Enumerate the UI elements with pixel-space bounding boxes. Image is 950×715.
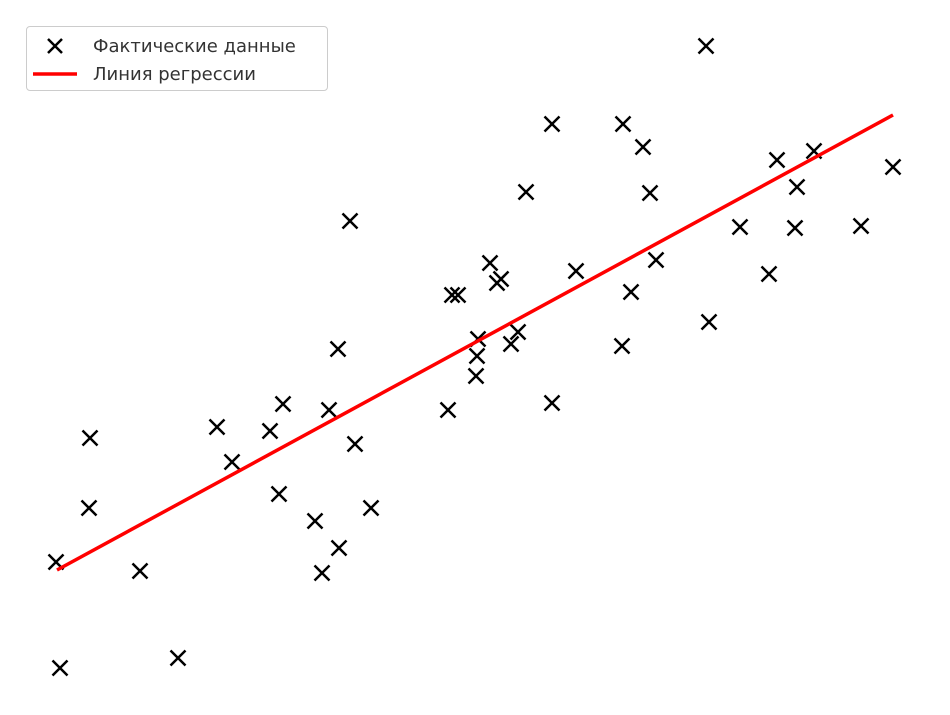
data-point [80,499,98,517]
data-point [320,401,338,419]
data-point [329,340,347,358]
red-line-icon [33,62,77,86]
data-point [622,283,640,301]
data-point [614,115,632,133]
data-point [223,453,241,471]
data-point [786,219,804,237]
data-point [208,418,226,436]
data-point [306,512,324,530]
data-point [543,115,561,133]
data-point [613,337,631,355]
data-point [169,649,187,667]
data-point [468,347,486,365]
data-point [481,254,499,272]
data-point [467,367,485,385]
data-point [346,435,364,453]
data-point [449,286,467,304]
data-point [330,539,348,557]
data-point [760,265,778,283]
data-point [439,401,457,419]
x-marker-icon [33,34,77,58]
data-point [131,562,149,580]
data-point [567,262,585,280]
data-point [443,286,461,304]
data-point [341,212,359,230]
data-point [509,323,527,341]
legend-label: Линия регрессии [93,63,256,85]
data-point [51,659,69,677]
data-point [731,218,749,236]
regression-lines [56,113,894,572]
data-point [788,178,806,196]
data-point [884,158,902,176]
legend: Фактические данные Линия регрессии [26,26,328,91]
data-point [543,394,561,412]
data-point [274,395,292,413]
data-point [517,183,535,201]
data-point [697,37,715,55]
data-point [261,422,279,440]
data-point [634,138,652,156]
data-point [270,485,288,503]
legend-item-regression: Линия регрессии [33,62,256,86]
data-point [852,217,870,235]
legend-label: Фактические данные [93,35,296,57]
data-point [313,564,331,582]
scatter-points [47,37,902,677]
regression-line [56,113,894,572]
data-point [81,429,99,447]
data-point [362,499,380,517]
data-point [502,335,520,353]
data-point [492,270,510,288]
legend-item-actual: Фактические данные [33,34,296,58]
data-point [768,151,786,169]
data-point [641,184,659,202]
data-point [647,251,665,269]
data-point [700,313,718,331]
